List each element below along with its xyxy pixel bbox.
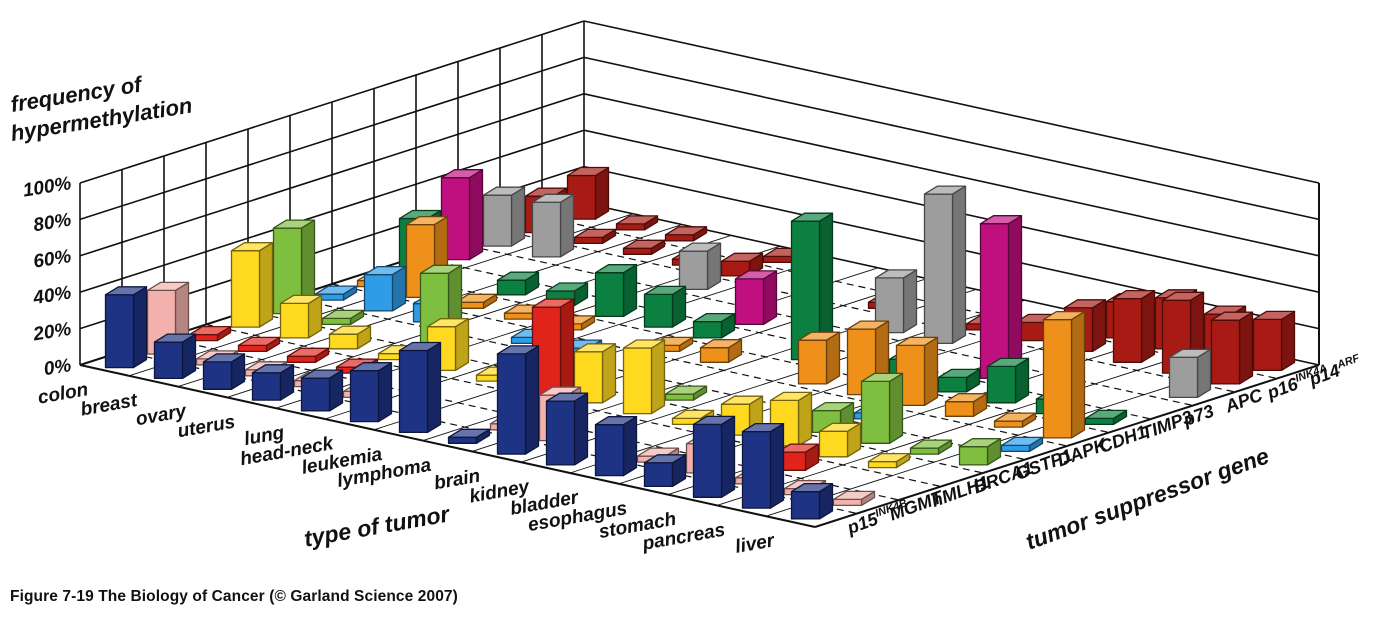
y-tick-60: 60%	[32, 246, 73, 273]
bar-p73-leukemia	[734, 270, 778, 326]
bar-BRCA1-pancreas	[867, 452, 911, 469]
bar-p15-kidney	[545, 392, 589, 466]
bar-BRCA1-colon	[230, 242, 274, 328]
bar-p16-breast	[573, 228, 617, 245]
bar-TIMP3-esophagus	[937, 368, 981, 393]
bar-p15-pancreas	[741, 422, 785, 509]
bar-APC-colon	[482, 186, 526, 247]
bar-CDH1-ovary	[454, 293, 498, 309]
bar-APC-breast	[531, 193, 575, 258]
bar-MGMT-liver	[832, 490, 876, 507]
bar-CDH1-esophagus	[895, 336, 939, 407]
x-axis-title: type of tumor	[302, 500, 452, 551]
bar-TIMP3-liver	[1084, 409, 1128, 426]
gene-label-p14: p14ARF	[1306, 352, 1364, 390]
bars	[104, 166, 1296, 520]
bar-BRCA1-brain	[622, 339, 666, 415]
bar-p15-brain	[496, 345, 540, 455]
bar-APC-kidney	[923, 185, 967, 345]
bar-CDH1-liver	[1042, 310, 1086, 439]
bar-hMLH1-breast	[237, 336, 281, 353]
bar-p15-ovary	[202, 353, 246, 390]
bar-p16-stomach	[1112, 289, 1156, 363]
y-tick-80: 80%	[32, 210, 73, 237]
gene-row-APC	[482, 185, 1212, 399]
bar-p73-colon	[440, 169, 484, 261]
gene-label-p73: p73	[1180, 401, 1217, 431]
gene-label-APC: APC	[1222, 384, 1266, 416]
gene-row-GSTP1	[272, 219, 1002, 466]
bar-GSTP1-pancreas	[909, 439, 953, 455]
bar-hMLH1-colon	[188, 325, 232, 342]
bar-p15-head-neck	[349, 362, 393, 423]
bar-p73-esophagus	[979, 215, 1023, 380]
y-tick-0: 0%	[42, 355, 73, 380]
bar-GSTP1-stomach	[860, 372, 904, 444]
bar-TIMP3-brain	[790, 212, 834, 361]
bar-p16-liver	[1210, 311, 1254, 385]
bar-CDH1-stomach	[944, 393, 988, 417]
bar-CDH1-lymphoma	[699, 339, 743, 363]
bar-DAPK-liver	[1000, 436, 1044, 453]
bar-BRCA1-lymphoma	[573, 343, 617, 404]
bar-BRCA1-ovary	[328, 325, 372, 350]
y-tick-40: 40%	[31, 282, 73, 309]
y-tick-100: 100%	[21, 173, 72, 201]
bar-p15-bladder	[594, 416, 638, 477]
bar-DAPK-colon	[314, 285, 358, 301]
bar-BRCA1-lung	[426, 318, 470, 372]
bar-p15-lymphoma	[447, 428, 491, 444]
bar-GSTP1-liver	[958, 438, 1002, 466]
bar-p15-lung	[300, 369, 344, 412]
bar-DAPK-breast	[363, 265, 407, 312]
hypermethylation-3d-bar-chart: 0% 20% 40% 60% 80% 100% frequency of hypermethy…	[9, 20, 1364, 558]
bar-TIMP3-head-neck	[643, 285, 687, 328]
bar-p14-ovary	[664, 226, 708, 242]
gene-row-p73	[440, 169, 1023, 380]
tumor-label-liver: liver	[734, 530, 778, 558]
bar-p15-liver	[790, 482, 834, 520]
bar-p15-breast	[153, 333, 197, 380]
figure-caption: Figure 7-19 The Biology of Cancer (© Gar…	[10, 588, 458, 605]
bar-TIMP3-leukemia	[692, 312, 736, 339]
bar-TIMP3-stomach	[986, 357, 1030, 404]
bar-BRCA1-breast	[279, 294, 323, 339]
bar-p15-uterus	[251, 364, 295, 401]
y-tick-20: 20%	[31, 319, 73, 346]
bar-TIMP3-lung	[594, 264, 638, 318]
bar-GSTP1-breast	[321, 309, 365, 326]
bar-p16-ovary	[622, 239, 666, 255]
bar-GSTP1-brain	[664, 385, 708, 401]
bar-BRCA1-stomach	[818, 422, 862, 458]
bar-APC-brain	[874, 269, 918, 334]
gene-row-p15	[104, 286, 834, 520]
bar-TIMP3-ovary	[496, 271, 540, 296]
bar-p14-breast	[615, 215, 659, 231]
bar-APC-liver	[1168, 348, 1212, 399]
bar-CDH1-pancreas	[993, 412, 1037, 428]
bar-p15-stomach	[692, 415, 736, 498]
chart-svg: 0%20%40%60%80%100%frequency ofhypermethy…	[9, 20, 1364, 558]
bar-p15-leukemia	[398, 341, 442, 434]
bar-APC-lung	[678, 242, 722, 291]
bar-hMLH1-ovary	[286, 347, 330, 363]
bar-p14-liver	[1252, 310, 1296, 372]
bar-CDH1-kidney	[797, 331, 841, 385]
bar-p15-esophagus	[643, 454, 687, 488]
bar-p15-colon	[104, 286, 148, 369]
bar-p14-colon	[566, 166, 610, 220]
